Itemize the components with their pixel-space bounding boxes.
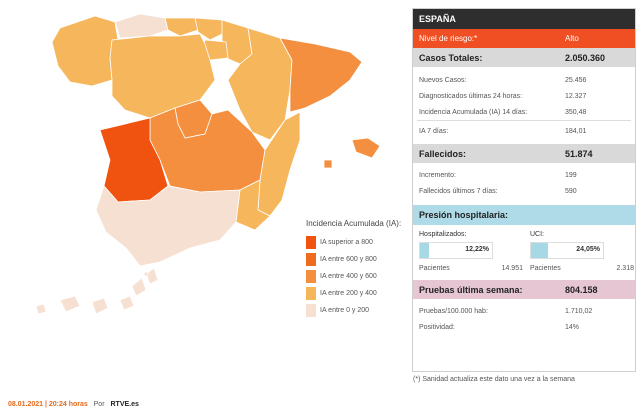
stat-label: Diagnosticados últimas 24 horas:	[419, 92, 523, 100]
uci-label: UCI:	[530, 231, 544, 238]
legend-label: IA entre 200 y 400	[320, 290, 377, 297]
region-cantabria[interactable]	[164, 17, 199, 37]
uci-patients-row: Pacientes 2.318	[530, 265, 634, 272]
source-link[interactable]: RTVE.es	[110, 401, 139, 408]
stat-row: Positividad: 14%	[413, 319, 635, 335]
patients-value: 2.318	[616, 265, 634, 272]
tests-label: Pruebas última semana:	[419, 284, 523, 295]
total-cases-label: Casos Totales:	[419, 52, 483, 63]
stat-label: Fallecidos últimos 7 días:	[419, 187, 498, 195]
stat-value: 14%	[565, 323, 580, 331]
stat-label: Positividad:	[419, 323, 455, 331]
stat-value: 350,48	[565, 108, 587, 116]
uci-bar: 24,05%	[530, 242, 604, 259]
legend-swatch	[306, 236, 316, 249]
hospital-pressure-label: Presión hospitalaria:	[419, 210, 509, 220]
stat-label: IA 7 días:	[419, 127, 449, 135]
update-datetime: 08.01.2021 | 20:24 horas	[8, 401, 88, 408]
stat-label: Nuevos Casos:	[419, 76, 467, 84]
stat-value: 1.710,02	[565, 307, 593, 315]
uci-bar-fill	[531, 243, 549, 258]
stat-value: 25.456	[565, 76, 587, 84]
region-baleares[interactable]	[323, 137, 381, 169]
divider	[417, 120, 631, 121]
stat-row: Incidencia Acumulada (IA) 14 días: 350,48	[413, 104, 635, 120]
stat-row: Incremento: 199	[413, 167, 635, 183]
patients-label: Pacientes	[530, 265, 561, 272]
risk-level-row: Nivel de riesgo:* Alto	[413, 29, 635, 48]
legend-label: IA entre 0 y 200	[320, 307, 370, 314]
stat-label: Incremento:	[419, 171, 456, 179]
hospitalized-bar-fill	[420, 243, 429, 258]
stats-panel: ESPAÑA Nivel de riesgo:* Alto Casos Tota…	[412, 8, 636, 372]
hospital-pressure-row: Presión hospitalaria:	[413, 205, 635, 225]
credit-footer: 08.01.2021 | 20:24 horas Por RTVE.es	[8, 401, 139, 408]
hospitalized-block: Hospitalizados: 12,22% Pacientes 14.951	[413, 231, 524, 272]
footnote: (*) Sanidad actualiza este dato una vez …	[413, 376, 575, 383]
hospitalized-label: Hospitalizados:	[419, 231, 467, 238]
panel-title: ESPAÑA	[413, 9, 635, 29]
tests-value: 804.158	[565, 284, 598, 295]
legend-item: IA entre 400 y 600	[306, 268, 416, 285]
total-cases-row: Casos Totales: 2.050.360	[413, 48, 635, 67]
risk-level-value: Alto	[565, 34, 579, 43]
deaths-value: 51.874	[565, 148, 593, 159]
by-label: Por	[93, 401, 105, 408]
region-valencia[interactable]	[257, 111, 301, 217]
uci-block: UCI: 24,05% Pacientes 2.318	[524, 231, 635, 272]
legend-swatch	[306, 304, 316, 317]
region-pais-vasco[interactable]	[194, 17, 227, 41]
map-legend: Incidencia Acumulada (IA): IA superior a…	[306, 219, 416, 319]
legend-label: IA entre 600 y 800	[320, 256, 377, 263]
legend-swatch	[306, 253, 316, 266]
deaths-row: Fallecidos: 51.874	[413, 144, 635, 163]
uci-percent: 24,05%	[576, 246, 600, 253]
stat-row: IA 7 días: 184,01	[413, 121, 635, 141]
region-canarias[interactable]	[35, 267, 159, 315]
risk-level-label: Nivel de riesgo:*	[419, 34, 478, 43]
legend-item: IA entre 600 y 800	[306, 251, 416, 268]
legend-item: IA entre 200 y 400	[306, 285, 416, 302]
region-andalucia[interactable]	[95, 185, 241, 267]
hospitalized-patients-row: Pacientes 14.951	[419, 265, 523, 272]
legend-label: IA superior a 800	[320, 239, 373, 246]
stat-value: 184,01	[565, 127, 587, 135]
stat-row: Nuevos Casos: 25.456	[413, 72, 635, 88]
patients-label: Pacientes	[419, 265, 450, 272]
stat-value: 12.327	[565, 92, 587, 100]
stat-value: 590	[565, 187, 577, 195]
tests-row: Pruebas última semana: 804.158	[413, 280, 635, 299]
region-galicia[interactable]	[51, 15, 119, 87]
spain-incidence-map	[35, 13, 381, 315]
stat-label: Incidencia Acumulada (IA) 14 días:	[419, 108, 528, 116]
hospital-stats: Hospitalizados: 12,22% Pacientes 14.951 …	[413, 231, 635, 272]
patients-value: 14.951	[501, 265, 523, 272]
hospitalized-percent: 12,22%	[465, 246, 489, 253]
stat-row: Pruebas/100.000 hab: 1.710,02	[413, 303, 635, 319]
legend-swatch	[306, 270, 316, 283]
region-ceuta[interactable]	[143, 271, 149, 277]
hospitalized-bar: 12,22%	[419, 242, 493, 259]
region-asturias[interactable]	[114, 13, 169, 39]
region-castilla-la-mancha[interactable]	[149, 107, 266, 193]
legend-item: IA superior a 800	[306, 234, 416, 251]
total-cases-value: 2.050.360	[565, 52, 606, 63]
legend-item: IA entre 0 y 200	[306, 302, 416, 319]
region-cataluna[interactable]	[279, 37, 363, 113]
stat-row: Diagnosticados últimas 24 horas: 12.327	[413, 88, 635, 104]
deaths-label: Fallecidos:	[419, 148, 467, 159]
legend-swatch	[306, 287, 316, 300]
stat-label: Pruebas/100.000 hab:	[419, 307, 488, 315]
stat-row: Fallecidos últimos 7 días: 590	[413, 183, 635, 199]
legend-title: Incidencia Acumulada (IA):	[306, 219, 402, 228]
stat-value: 199	[565, 171, 577, 179]
legend-label: IA entre 400 y 600	[320, 273, 377, 280]
